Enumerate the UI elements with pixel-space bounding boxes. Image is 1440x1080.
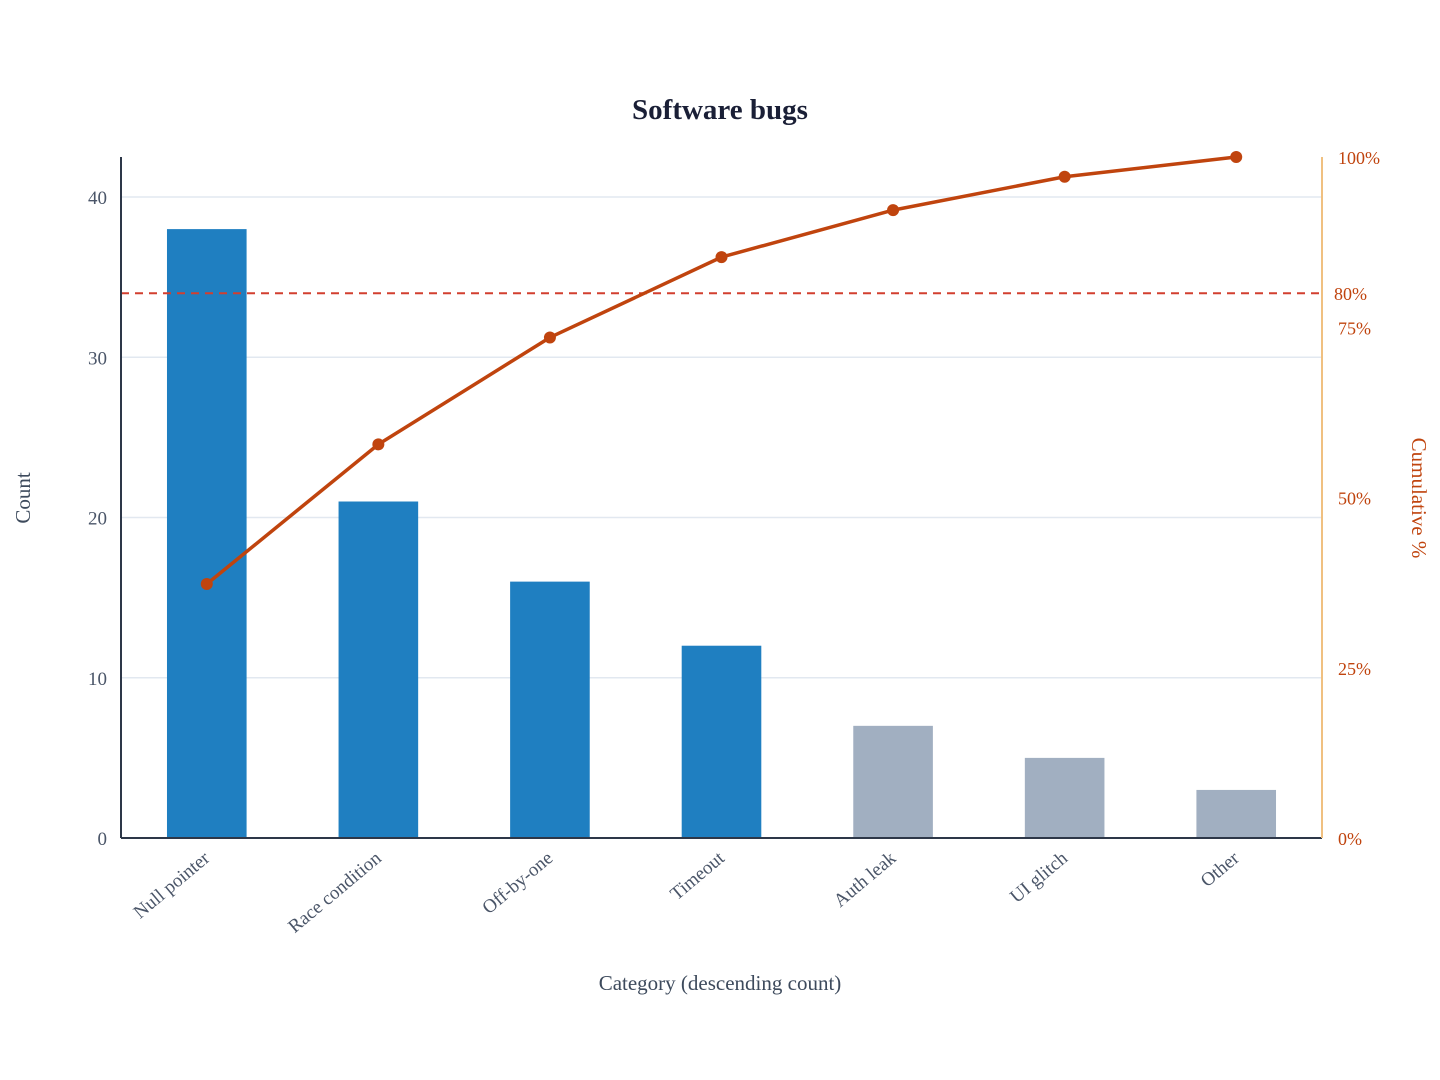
cumulative-series <box>200 151 1243 590</box>
x-tick-label: Other <box>1197 847 1244 891</box>
cumulative-point <box>715 251 728 264</box>
bar-series <box>166 229 1277 838</box>
y2-tick-label: 100% <box>1338 148 1380 168</box>
bar <box>510 581 590 838</box>
x-tick-label: Race condition <box>284 847 386 937</box>
bar <box>681 645 762 838</box>
x-axis-label: Category (descending count) <box>599 971 842 995</box>
bar <box>338 501 419 838</box>
y-tick-label: 30 <box>88 348 107 369</box>
cumulative-point <box>200 577 213 590</box>
threshold-group: 80% <box>121 284 1367 304</box>
y2-tick-label: 50% <box>1338 489 1371 509</box>
cumulative-point <box>1230 151 1243 163</box>
y2-axis-label: Cumulative % <box>1407 438 1431 559</box>
cumulative-point <box>1058 170 1071 183</box>
y-tick-label: 10 <box>88 669 107 690</box>
y-axis-label: Count <box>11 472 35 524</box>
x-tick-label: Timeout <box>666 847 729 905</box>
y-tick-label: 0 <box>98 829 108 850</box>
threshold-label: 80% <box>1334 284 1367 304</box>
bar <box>166 229 247 838</box>
labels: Software bugs Category (descending count… <box>11 94 1431 995</box>
y2-tick-label: 0% <box>1338 829 1362 849</box>
x-tick-label: UI glitch <box>1006 847 1072 907</box>
x-tick-label: Auth leak <box>830 847 901 911</box>
x-tick-label: Null pointer <box>130 847 215 923</box>
y2-tick-label: 75% <box>1338 318 1371 338</box>
cumulative-point <box>887 204 900 217</box>
bar <box>1024 757 1105 838</box>
y-tick-label: 40 <box>88 188 107 209</box>
y-tick-label: 20 <box>88 509 107 530</box>
chart-title: Software bugs <box>632 94 808 126</box>
cumulative-point <box>543 331 556 344</box>
x-tick-label: Off-by-one <box>478 848 557 919</box>
cumulative-point <box>372 438 385 451</box>
y2-tick-label: 25% <box>1338 659 1371 679</box>
bar <box>853 725 933 838</box>
gridlines <box>121 196 1322 679</box>
bar <box>1196 789 1277 838</box>
